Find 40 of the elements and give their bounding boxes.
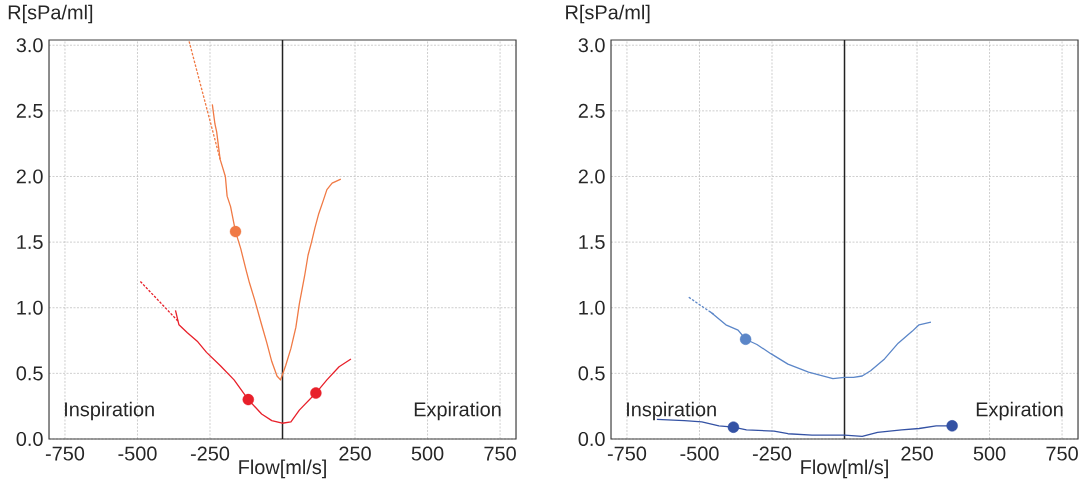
y-axis-title: R[sPa/ml] [8,4,93,24]
y-tick-label: 3.0 [16,38,43,53]
annotation: Expiration [414,401,501,421]
y-tick-label: 0.0 [16,431,43,447]
point [739,333,752,345]
x-tick-label: 750 [484,446,516,461]
x-tick-label: -750 [45,446,85,461]
x-tick-label: -500 [118,446,157,461]
point [310,387,322,399]
x-tick-label: 500 [973,446,1006,461]
x-tick-label: 500 [411,446,444,461]
annotation: Expiration [976,401,1063,421]
x-tick-label: -750 [607,446,647,461]
x-tick-label: 250 [339,446,371,461]
y-tick-label: 1.5 [579,235,605,250]
y-tick-label: 1.5 [17,235,43,250]
y-tick-label: 0.5 [578,366,605,381]
point [727,421,740,433]
point [229,225,242,238]
y-tick-label: 2.5 [16,103,43,118]
y-tick-label: 1.0 [17,300,43,315]
x-tick-label: -250 [190,446,230,461]
y-tick-label: 3.0 [578,38,605,53]
y-tick-label: 1.0 [579,300,605,315]
y-tick-label: 0.5 [16,366,43,381]
x-tick-label: 750 [1046,446,1078,461]
x-axis-title: Flow[ml/s] [801,459,888,479]
x-axis-title: Flow[ml/s] [239,459,326,479]
annotation: Inspiration [627,401,716,421]
x-tick-label: 250 [901,446,933,461]
y-tick-label: 0.0 [578,431,605,447]
y-tick-label: 2.0 [16,169,43,184]
point [946,420,958,432]
point [242,393,254,406]
annotation: Inspiration [65,401,154,421]
y-tick-label: 2.0 [578,169,605,184]
y-axis-title: R[sPa/ml] [566,4,650,24]
y-tick-label: 2.5 [578,103,605,118]
x-tick-label: -250 [752,446,792,461]
x-tick-label: -500 [680,446,719,461]
